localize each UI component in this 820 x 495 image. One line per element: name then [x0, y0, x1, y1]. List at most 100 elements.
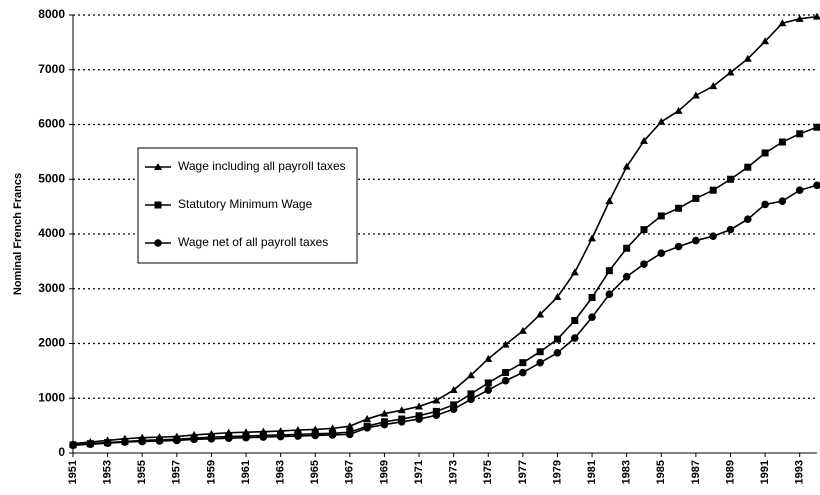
- x-tick-label: 1971: [413, 460, 425, 484]
- marker: [553, 349, 562, 357]
- marker: [605, 290, 614, 299]
- x-tick-label: 1993: [794, 460, 806, 484]
- marker: [570, 334, 579, 342]
- marker: [743, 54, 752, 62]
- marker: [501, 340, 510, 348]
- legend-label: Wage including all payroll taxes: [178, 159, 346, 173]
- marker: [328, 424, 337, 432]
- marker: [311, 431, 320, 440]
- legend-label: Statutory Minimum Wage: [178, 197, 313, 211]
- x-tick-label: 1983: [621, 460, 633, 484]
- marker: [242, 433, 250, 442]
- x-tick-label: 1985: [655, 460, 667, 484]
- marker: [796, 130, 804, 138]
- marker: [657, 212, 665, 220]
- marker: [276, 432, 285, 441]
- marker: [155, 437, 164, 445]
- x-tick-label: 1981: [586, 460, 598, 484]
- marker: [484, 379, 492, 387]
- x-tick-label: 1973: [448, 460, 460, 484]
- marker: [744, 163, 752, 171]
- x-tick-label: 1955: [136, 460, 148, 484]
- marker: [519, 359, 527, 367]
- marker: [640, 226, 648, 234]
- marker: [709, 186, 717, 194]
- y-axis-label: Nominal French Francs: [12, 173, 24, 295]
- marker: [570, 268, 579, 276]
- x-tick-label: 1991: [759, 460, 771, 484]
- legend-label: Wage net of all payroll taxes: [178, 235, 328, 249]
- marker: [415, 402, 424, 410]
- marker: [657, 117, 666, 125]
- marker: [69, 441, 77, 450]
- x-tick-label: 1977: [517, 460, 529, 484]
- marker: [380, 409, 389, 417]
- x-tick-label: 1975: [482, 460, 494, 484]
- marker: [553, 292, 562, 300]
- marker: [813, 12, 820, 20]
- x-tick-label: 1969: [378, 460, 390, 484]
- marker: [449, 405, 458, 414]
- marker: [553, 335, 561, 343]
- marker: [346, 430, 354, 439]
- marker: [726, 68, 735, 76]
- x-tick-label: 1953: [102, 460, 114, 484]
- legend-box: [137, 147, 358, 264]
- marker: [726, 225, 735, 234]
- x-tick-label: 1963: [275, 460, 287, 484]
- marker: [467, 390, 475, 398]
- marker: [571, 317, 579, 325]
- marker: [154, 163, 162, 170]
- marker: [813, 123, 820, 131]
- marker: [518, 326, 527, 334]
- marker: [154, 239, 162, 247]
- marker: [761, 200, 769, 209]
- marker: [259, 433, 268, 441]
- y-tick-label: 2000: [38, 336, 65, 350]
- marker: [363, 415, 372, 423]
- marker: [622, 162, 631, 170]
- marker: [640, 260, 648, 268]
- marker: [380, 420, 389, 429]
- marker: [484, 354, 493, 362]
- x-tick-label: 1957: [171, 460, 183, 484]
- y-tick-label: 6000: [38, 117, 65, 131]
- marker: [674, 106, 683, 114]
- x-tick-label: 1967: [344, 460, 356, 484]
- marker: [449, 386, 458, 394]
- marker: [778, 138, 786, 146]
- marker: [761, 149, 769, 157]
- y-tick-label: 4000: [38, 226, 65, 240]
- x-tick-label: 1961: [240, 460, 252, 484]
- y-tick-label: 1000: [38, 390, 65, 404]
- y-tick-label: 0: [58, 445, 65, 459]
- marker: [639, 136, 648, 144]
- marker: [726, 175, 734, 183]
- marker: [190, 435, 198, 444]
- x-tick-label: 1965: [309, 460, 321, 484]
- marker: [519, 368, 527, 377]
- marker: [121, 438, 129, 446]
- marker: [467, 395, 475, 404]
- marker: [709, 82, 718, 90]
- marker: [224, 434, 233, 443]
- marker: [397, 406, 406, 414]
- y-tick-label: 3000: [38, 281, 65, 295]
- marker: [778, 197, 787, 205]
- y-tick-label: 8000: [38, 7, 65, 21]
- marker: [154, 201, 162, 209]
- marker: [691, 91, 700, 99]
- marker: [588, 313, 596, 322]
- marker: [623, 244, 631, 252]
- marker: [778, 19, 787, 27]
- marker: [761, 37, 770, 45]
- x-tick-label: 1959: [205, 460, 217, 484]
- marker: [588, 234, 597, 242]
- marker: [622, 272, 631, 281]
- marker: [294, 432, 302, 440]
- marker: [605, 197, 614, 205]
- marker: [432, 411, 441, 420]
- marker: [674, 242, 683, 251]
- marker: [432, 396, 441, 404]
